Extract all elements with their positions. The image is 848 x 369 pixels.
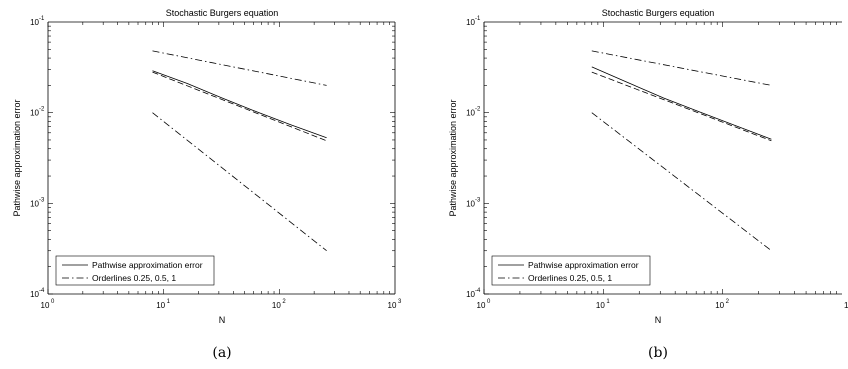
y-tick-label: 10 -2 — [30, 107, 45, 118]
y-tick-exponent: -4 — [475, 288, 481, 294]
y-tick-label: 10 -4 — [30, 288, 45, 299]
legend: Pathwise approximation error Orderlines 0… — [491, 255, 651, 286]
y-axis-label: Pathwise approximation error — [12, 99, 22, 216]
series-line-dashdot — [152, 50, 327, 86]
x-tick-base: 10 — [388, 301, 397, 310]
x-tick-exponent: 2 — [282, 299, 286, 305]
x-tick-base: 10 — [477, 301, 486, 310]
y-tick-exponent: -1 — [39, 16, 45, 22]
legend-label: Orderlines 0.25, 0.5, 1 — [528, 273, 612, 283]
x-tick-base: 10 — [41, 301, 50, 310]
series-line-dashdot — [591, 112, 772, 252]
x-tick-label: 10 3 — [388, 299, 402, 310]
y-tick-base: 10 — [30, 199, 39, 208]
legend-label: Pathwise approximation error — [528, 260, 639, 270]
x-axis-label: N — [655, 315, 662, 325]
x-tick-label: 10 1 — [156, 299, 170, 310]
x-tick-base: 10 — [272, 301, 281, 310]
x-tick-label: 10 0 — [477, 299, 491, 310]
chart-title: Stochastic Burgers equation — [166, 8, 279, 18]
y-tick-base: 10 — [30, 18, 39, 27]
series-line-dashed — [152, 71, 327, 142]
x-tick-label: 10 2 — [272, 299, 286, 310]
subfigure-caption: (a) — [212, 345, 231, 361]
y-tick-exponent: -2 — [39, 107, 45, 113]
x-tick-exponent: 2 — [726, 299, 730, 305]
y-tick-exponent: -3 — [475, 197, 481, 203]
y-tick-base: 10 — [466, 290, 475, 299]
x-tick-base: 10 — [715, 301, 724, 310]
y-tick-base: 10 — [30, 109, 39, 118]
legend: Pathwise approximation error Orderlines 0… — [55, 255, 215, 286]
legend-label: Orderlines 0.25, 0.5, 1 — [92, 273, 176, 283]
y-tick-exponent: -4 — [39, 288, 45, 294]
y-tick-label: 10 -3 — [30, 197, 45, 208]
y-tick-label: 10 -1 — [466, 16, 481, 27]
x-tick-exponent: 3 — [398, 299, 402, 305]
series-line-dashdot — [152, 112, 327, 252]
y-tick-exponent: -2 — [475, 107, 481, 113]
y-tick-base: 10 — [30, 290, 39, 299]
y-tick-label: 10 -4 — [466, 288, 481, 299]
x-tick-base: 10 — [156, 301, 165, 310]
chart-title: Stochastic Burgers equation — [602, 8, 715, 18]
x-tick-base: 10 — [596, 301, 605, 310]
x-tick-label: 10 1 — [596, 299, 610, 310]
y-tick-base: 10 — [466, 199, 475, 208]
y-tick-label: 10 -3 — [466, 197, 481, 208]
series-line-dashdot — [591, 50, 772, 86]
subfigure-caption: (b) — [648, 345, 668, 361]
y-tick-exponent: -1 — [475, 16, 481, 22]
y-tick-label: 10 -1 — [30, 16, 45, 27]
series-line-solid — [152, 70, 327, 139]
x-tick-exponent: 1 — [167, 299, 171, 305]
y-axis-label: Pathwise approximation error — [448, 99, 458, 216]
x-axis-label: N — [219, 315, 226, 325]
y-tick-base: 10 — [466, 109, 475, 118]
x-tick-label: 10 2 — [715, 299, 729, 310]
series-line-solid — [591, 66, 772, 140]
y-tick-base: 10 — [466, 18, 475, 27]
legend-box — [55, 255, 215, 286]
y-tick-exponent: -3 — [39, 197, 45, 203]
x-tick-label-partial: 1 — [844, 301, 848, 310]
legend-box — [491, 255, 651, 286]
x-tick-exponent: 0 — [51, 299, 55, 305]
series-line-dashed — [591, 71, 772, 142]
y-tick-label: 10 -2 — [466, 107, 481, 118]
x-tick-exponent: 1 — [606, 299, 610, 305]
legend-label: Pathwise approximation error — [92, 260, 203, 270]
x-tick-exponent: 0 — [487, 299, 491, 305]
x-tick-label: 10 0 — [41, 299, 55, 310]
